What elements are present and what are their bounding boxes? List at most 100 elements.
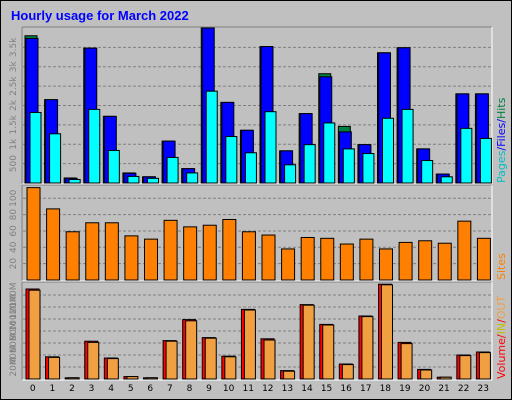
sites-bar [437,242,452,281]
sites-tick-label: 80 [9,209,19,221]
sites-bar [379,248,393,281]
volume-out-bar [420,369,433,380]
pages-bar [342,148,355,184]
x-tick-label: 5 [128,384,134,394]
pages-bar [323,122,336,184]
volume-out-bar [459,355,472,380]
x-tick-label: 2 [69,384,75,394]
volume-out-bar [185,320,198,380]
hits-tick-label: 2k [9,99,19,111]
x-tick-label: 21 [438,384,449,394]
volume-out-bar [341,364,354,380]
volume-legend-item: / [495,319,508,323]
sites-bar [46,208,61,281]
pages-bar [440,176,453,184]
x-tick-label: 17 [360,384,371,394]
x-tick-label: 0 [30,384,36,394]
volume-legend-item: / [495,334,508,338]
sites-bar [222,219,237,281]
sites-bar [241,231,256,281]
chart-title: Hourly usage for March 2022 [11,8,189,23]
pages-bar [460,127,473,184]
volume-out-bar [224,356,237,380]
pages-bar [303,144,316,184]
volume-out-bar [28,289,41,380]
x-tick-label: 13 [282,384,293,394]
volume-out-bar [263,339,276,380]
volume-out-bar [106,358,119,380]
pages-bar [225,136,238,184]
x-tick-label: 12 [262,384,273,394]
pages-bar [382,117,394,184]
sites-bar [261,234,276,281]
hits-tick-label: 3.5k [9,37,19,57]
sites-tick-label: 40 [9,241,19,253]
pages-bar [284,164,297,184]
volume-legend-item: IN [495,323,508,334]
volume-out-bar [381,284,393,380]
pages-bar [479,137,492,184]
volume-tick-label: 120M [9,295,19,320]
volume-tick-label: 140M [9,283,19,308]
hits-legend-item: Pages [495,150,508,183]
volume-out-bar [146,377,158,380]
pages-bar [88,108,101,184]
pages-bar [264,111,277,184]
volume-legend-item: OUT [495,295,508,319]
pages-bar [107,149,120,184]
pages-bar [166,156,179,184]
sites-bar [124,235,139,281]
volume-legend: Volume/IN/OUT [495,295,508,379]
x-tick-label: 8 [187,384,193,394]
volume-out-bar [243,309,256,380]
volume-out-bar [322,324,335,380]
volume-out-bar [126,376,139,380]
sites-bar [104,222,119,281]
sites-bar [300,236,315,281]
sites-bar [65,231,80,281]
volume-out-bar [302,304,315,380]
x-tick-label: 4 [108,384,114,394]
volume-out-bar [439,376,452,380]
sites-bar [418,240,433,281]
volume-out-bar [87,341,100,380]
sites-panel-background [22,185,492,281]
hits-legend-item: / [495,147,508,151]
hits-legend-item: Hits [495,97,508,119]
x-tick-label: 14 [301,384,313,394]
pages-bar [68,179,81,184]
sites-bar [398,241,413,281]
sites-tick-label: 100 [9,189,19,206]
hits-legend-item: / [495,119,508,123]
volume-out-bar [283,370,296,380]
hits-tick-label: 3k [9,61,19,73]
volume-out-bar [165,340,178,380]
volume-tick-label: 40M [9,345,19,364]
x-tick-label: 23 [477,384,488,394]
x-tick-label: 22 [458,384,469,394]
pages-bar [205,90,218,184]
sites-tick-label: 20 [9,258,19,270]
volume-out-bar [400,343,413,380]
x-tick-label: 19 [399,384,411,394]
sites-bar [85,222,100,281]
pages-bar [186,172,199,184]
hits-tick-label: 2.5k [9,76,19,96]
x-tick-label: 10 [223,384,235,394]
hits-tick-label: 500 [9,155,19,172]
volume-out-bar [67,377,80,380]
pages-bar [147,177,159,184]
x-tick-label: 6 [147,384,153,394]
sites-bar [26,187,41,281]
x-tick-label: 11 [242,384,253,394]
x-tick-label: 20 [419,384,431,394]
sites-bar [163,219,178,281]
volume-out-bar [361,316,374,380]
hits-legend-item: Files [495,122,508,146]
volume-out-bar [478,352,491,380]
pages-bar [127,175,140,184]
sites-legend-item: Sites [495,253,508,280]
x-tick-label: 3 [89,384,95,394]
sites-bar [339,243,354,281]
